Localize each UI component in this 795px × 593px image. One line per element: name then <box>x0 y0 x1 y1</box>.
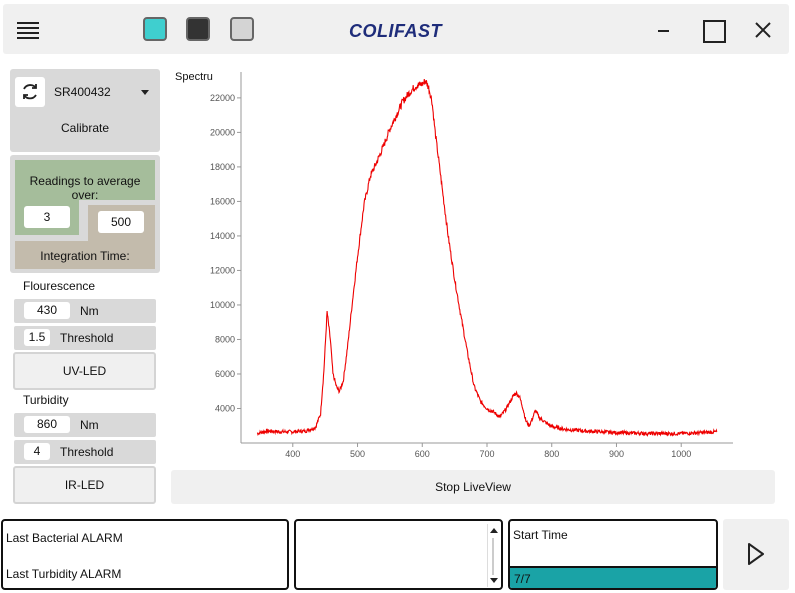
device-serial: SR400432 <box>54 85 111 99</box>
spectrum-line <box>256 79 718 437</box>
y-tick-label: 10000 <box>210 300 235 310</box>
hamburger-menu-icon[interactable] <box>17 22 39 39</box>
turbidity-wavelength-row: 860 Nm <box>14 413 156 437</box>
y-tick-label: 12000 <box>210 265 235 275</box>
x-tick-label: 900 <box>609 449 624 459</box>
y-tick-label: 6000 <box>215 369 235 379</box>
y-tick-label: 18000 <box>210 162 235 172</box>
start-time-label: Start Time <box>513 528 568 542</box>
scroll-up-icon[interactable] <box>490 528 498 533</box>
progress-text: 7/7 <box>514 572 531 586</box>
integration-time-input[interactable]: 500 <box>98 211 144 233</box>
last-turbidity-alarm: Last Turbidity ALARM <box>6 567 122 581</box>
spectrum-plot: 4000 6000 8000 10000 12000 14000 16000 18000 200… <box>210 72 733 459</box>
theme-swatch-teal[interactable] <box>143 17 167 41</box>
fluorescence-threshold-label: Threshold <box>60 331 114 345</box>
theme-swatch-dark[interactable] <box>186 17 210 41</box>
x-tick-label: 800 <box>544 449 559 459</box>
scrollbar[interactable] <box>487 524 499 587</box>
y-tick-label: 14000 <box>210 231 235 241</box>
last-bacterial-alarm: Last Bacterial ALARM <box>6 531 123 545</box>
turbidity-threshold-input[interactable]: 4 <box>24 443 50 460</box>
turbidity-label: Turbidity <box>23 393 69 407</box>
minimize-icon[interactable] <box>651 16 679 44</box>
close-icon[interactable] <box>749 16 777 44</box>
device-panel: SR400432 Calibrate <box>10 69 160 152</box>
integration-label-background <box>15 241 155 269</box>
maximize-icon[interactable] <box>699 16 727 44</box>
play-button[interactable] <box>723 519 789 590</box>
play-icon <box>748 543 764 565</box>
fluorescence-wavelength-row: 430 Nm <box>14 299 156 323</box>
uv-led-button[interactable]: UV-LED <box>13 352 156 390</box>
scroll-track[interactable] <box>492 538 494 575</box>
scroll-down-icon[interactable] <box>490 578 498 583</box>
integration-time-label: Integration Time: <box>40 249 130 263</box>
readings-label: Readings to average over: <box>29 174 141 202</box>
colifast-logo: COLIFAST <box>349 21 442 41</box>
refresh-icon[interactable] <box>15 77 45 107</box>
progress-bar: 7/7 <box>510 566 716 588</box>
readings-background <box>15 160 155 200</box>
y-tick-label: 4000 <box>215 403 235 413</box>
stop-liveview-button[interactable]: Stop LiveView <box>171 470 775 504</box>
fluorescence-label: Flourescence <box>23 279 96 293</box>
turbidity-unit: Nm <box>80 418 99 432</box>
readings-panel: Readings to average over: 3 500 Integrat… <box>10 155 160 273</box>
x-tick-label: 700 <box>479 449 494 459</box>
y-tick-label: 16000 <box>210 196 235 206</box>
log-textbox[interactable] <box>294 519 503 590</box>
ir-led-button[interactable]: IR-LED <box>13 466 156 504</box>
start-time-panel: Start Time 7/7 <box>508 519 718 590</box>
x-tick-label: 500 <box>350 449 365 459</box>
fluorescence-unit: Nm <box>80 304 99 318</box>
readings-count-input[interactable]: 3 <box>24 206 70 228</box>
x-tick-label: 400 <box>285 449 300 459</box>
spectrum-chart: Spectrum 4000 6000 8000 10000 12000 14000 1600… <box>172 64 744 464</box>
device-select[interactable]: SR400432 <box>50 79 155 105</box>
chevron-down-icon <box>141 90 149 95</box>
turbidity-threshold-row: 4 Threshold <box>14 440 156 464</box>
turbidity-threshold-label: Threshold <box>60 445 114 459</box>
chart-title: Spectrum <box>175 71 213 83</box>
calibrate-button[interactable]: Calibrate <box>60 121 110 135</box>
turbidity-wavelength-input[interactable]: 860 <box>24 416 70 433</box>
alarm-panel: Last Bacterial ALARM Last Turbidity ALAR… <box>1 519 289 590</box>
x-tick-label: 1000 <box>671 449 691 459</box>
y-tick-label: 20000 <box>210 127 235 137</box>
y-tick-label: 22000 <box>210 93 235 103</box>
fluorescence-threshold-input[interactable]: 1.5 <box>24 329 50 346</box>
y-tick-label: 8000 <box>215 334 235 344</box>
fluorescence-threshold-row: 1.5 Threshold <box>14 326 156 350</box>
fluorescence-wavelength-input[interactable]: 430 <box>24 302 70 319</box>
title-bar: COLIFAST <box>3 4 789 54</box>
theme-swatch-light[interactable] <box>230 17 254 41</box>
x-tick-label: 600 <box>415 449 430 459</box>
